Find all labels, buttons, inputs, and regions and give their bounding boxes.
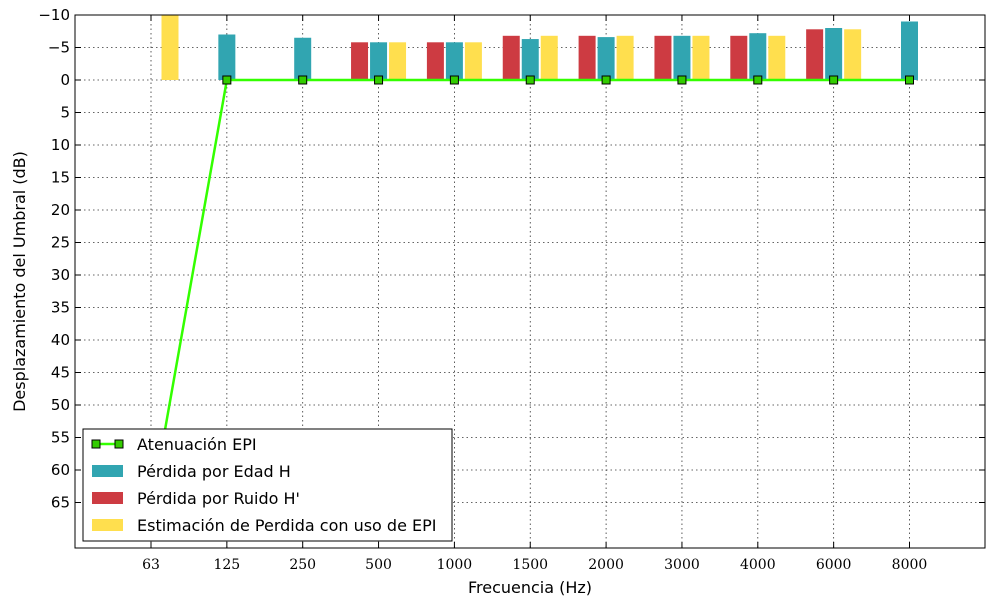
legend-swatch-marker — [114, 439, 124, 449]
x-tick-label: 2000 — [588, 557, 624, 573]
line-marker — [829, 75, 839, 85]
x-axis-label: Frecuencia (Hz) — [468, 578, 592, 597]
line-marker — [298, 75, 308, 85]
x-tick-label: 4000 — [740, 557, 776, 573]
line-marker — [677, 75, 687, 85]
y-tick-label: 20 — [51, 201, 70, 219]
bar-estimacion — [768, 35, 786, 80]
line-marker — [449, 75, 459, 85]
grid-layer — [75, 14, 985, 548]
y-tick-label: 0 — [60, 71, 70, 89]
bar-edad — [370, 42, 388, 80]
bar-ruido — [806, 29, 824, 80]
legend: Atenuación EPI Pérdida por Edad H Pérdida … — [82, 428, 453, 542]
x-tick-label: 125 — [213, 557, 240, 573]
bar-edad — [445, 42, 463, 80]
bar-edad — [597, 37, 615, 80]
x-tick-label: 250 — [289, 557, 316, 573]
legend-label: Estimación de Perdida con uso de EPI — [137, 516, 437, 535]
y-tick-label: 50 — [51, 396, 70, 414]
y-tick-label: 45 — [51, 364, 70, 382]
x-tick-label: 1000 — [437, 557, 473, 573]
bar-estimacion — [692, 35, 710, 80]
y-axis-label: Desplazamiento del Umbral (dB) — [10, 151, 29, 412]
legend-label: Pérdida por Edad H — [137, 462, 291, 481]
y-tick-label: 60 — [51, 461, 70, 479]
bar-edad — [521, 39, 539, 80]
legend-label: Atenuación EPI — [137, 435, 257, 454]
y-tick-label: 10 — [51, 136, 70, 154]
bar-ruido — [351, 42, 369, 80]
line-marker — [601, 75, 611, 85]
bar-ruido — [730, 35, 748, 80]
y-tick-label: −10 — [38, 6, 70, 24]
line-marker — [222, 75, 232, 85]
y-tick-label: 30 — [51, 266, 70, 284]
x-tick-label: 500 — [365, 557, 392, 573]
bar-estimacion — [389, 42, 407, 80]
bar-estimacion — [464, 42, 482, 80]
legend-swatch-marker — [91, 439, 101, 449]
y-tick-label: 55 — [51, 429, 70, 447]
bar-edad — [749, 33, 767, 80]
x-tick-label: 63 — [142, 557, 160, 573]
legend-label: Pérdida por Ruido H' — [137, 489, 300, 508]
line-layer — [149, 75, 914, 510]
ticks-layer: −10 −5 0 5 10 15 20 25 30 35 40 45 50 55 60 65 63 125 250 5… — [38, 6, 985, 573]
bar-ruido — [426, 42, 444, 80]
x-tick-label: 1500 — [512, 557, 548, 573]
x-tick-label: 3000 — [664, 557, 700, 573]
bar-ruido — [502, 35, 520, 80]
y-tick-label: 25 — [51, 234, 70, 252]
y-tick-label: 15 — [51, 169, 70, 187]
bar-estimacion — [616, 35, 634, 80]
line-marker — [374, 75, 384, 85]
legend-swatch-bar — [92, 519, 123, 531]
line-marker — [753, 75, 763, 85]
bar-edad — [294, 37, 312, 80]
bar-ruido — [578, 35, 596, 80]
bar-edad — [673, 35, 691, 80]
bar-edad — [825, 28, 843, 80]
x-tick-label: 8000 — [892, 557, 928, 573]
bar-edad — [218, 34, 236, 80]
bars-layer — [161, 15, 918, 80]
legend-swatch-bar — [92, 492, 123, 504]
bar-estimacion — [161, 15, 179, 80]
bar-edad — [901, 21, 918, 80]
bar-estimacion — [540, 35, 558, 80]
bar-estimacion — [844, 29, 862, 80]
line-marker — [905, 75, 914, 85]
bar-ruido — [654, 35, 672, 80]
y-tick-label: 35 — [51, 299, 70, 317]
y-tick-label: 5 — [60, 104, 70, 122]
legend-box — [82, 428, 453, 542]
y-tick-label: −5 — [48, 39, 70, 57]
line-marker — [525, 75, 535, 85]
legend-swatch-bar — [92, 465, 123, 477]
x-tick-label: 6000 — [816, 557, 852, 573]
y-tick-label: 65 — [51, 494, 70, 512]
y-tick-label: 40 — [51, 331, 70, 349]
